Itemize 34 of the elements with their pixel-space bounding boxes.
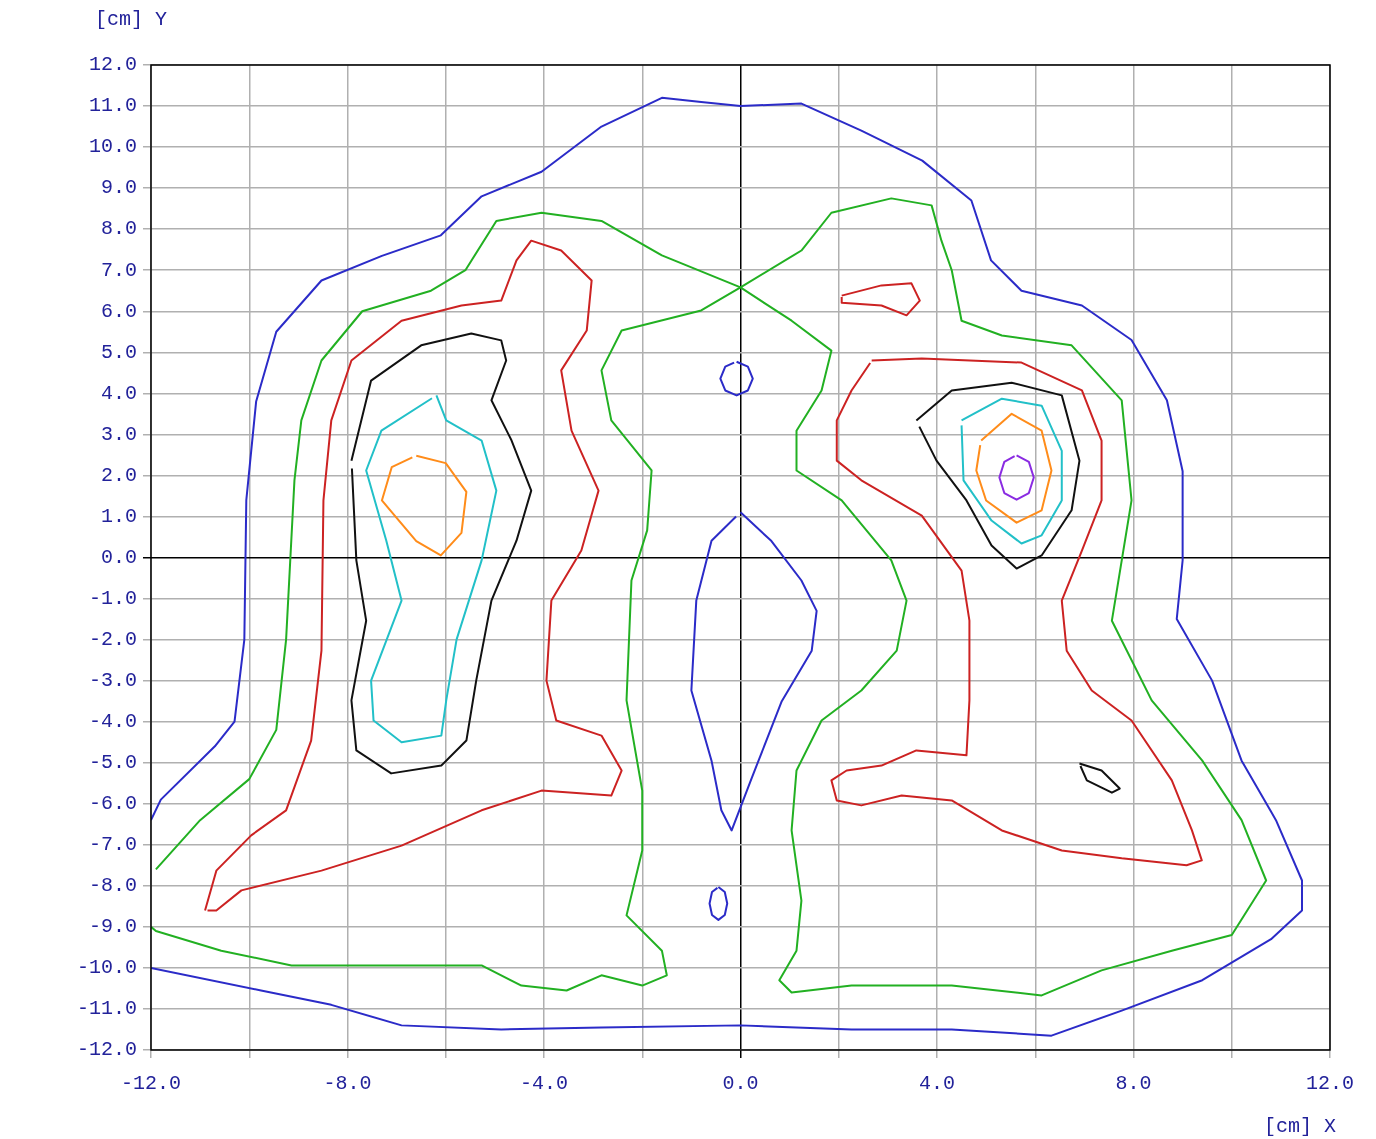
- y-tick-label: -7.0: [88, 833, 137, 857]
- y-tick-label: -12.0: [76, 1038, 137, 1062]
- y-tick-label: -8.0: [88, 874, 137, 898]
- y-tick-label: -4.0: [88, 709, 137, 733]
- x-tick-label: 12.0: [1305, 1072, 1355, 1096]
- y-tick-label: 7.0: [100, 258, 137, 282]
- y-tick-label: 4.0: [100, 381, 137, 405]
- x-tick-label: -8.0: [323, 1072, 372, 1096]
- y-tick-label: 12.0: [88, 53, 137, 77]
- y-tick-label: 8.0: [100, 217, 137, 241]
- y-axis-title: [cm] Y: [95, 8, 168, 32]
- x-tick-label: 0.0: [722, 1072, 759, 1096]
- y-tick-label: 11.0: [88, 94, 137, 118]
- y-tick-label: 2.0: [100, 463, 137, 487]
- x-tick-label: 4.0: [918, 1072, 956, 1096]
- y-tick-label: -1.0: [88, 586, 137, 610]
- y-tick-label: -6.0: [88, 792, 137, 816]
- x-tick-label: 8.0: [1115, 1072, 1152, 1096]
- y-tick-label: -11.0: [76, 997, 137, 1021]
- x-tick-label: -4.0: [519, 1072, 569, 1096]
- y-tick-label: 5.0: [100, 340, 137, 364]
- y-tick-label: -5.0: [88, 751, 137, 775]
- y-tick-label: 3.0: [100, 422, 137, 446]
- x-axis-title: [cm] X: [1263, 1115, 1336, 1139]
- y-tick-label: 9.0: [100, 176, 137, 200]
- y-tick-label: 6.0: [100, 299, 137, 323]
- y-tick-label: 10.0: [88, 135, 137, 159]
- y-tick-label: -9.0: [88, 915, 137, 939]
- y-tick-label: -2.0: [88, 627, 137, 651]
- x-tick-label: -12.0: [120, 1072, 182, 1096]
- y-tick-label: 0.0: [100, 545, 137, 569]
- y-tick-label: -3.0: [88, 668, 137, 692]
- y-tick-label: 1.0: [100, 504, 137, 528]
- y-tick-label: -10.0: [76, 956, 137, 980]
